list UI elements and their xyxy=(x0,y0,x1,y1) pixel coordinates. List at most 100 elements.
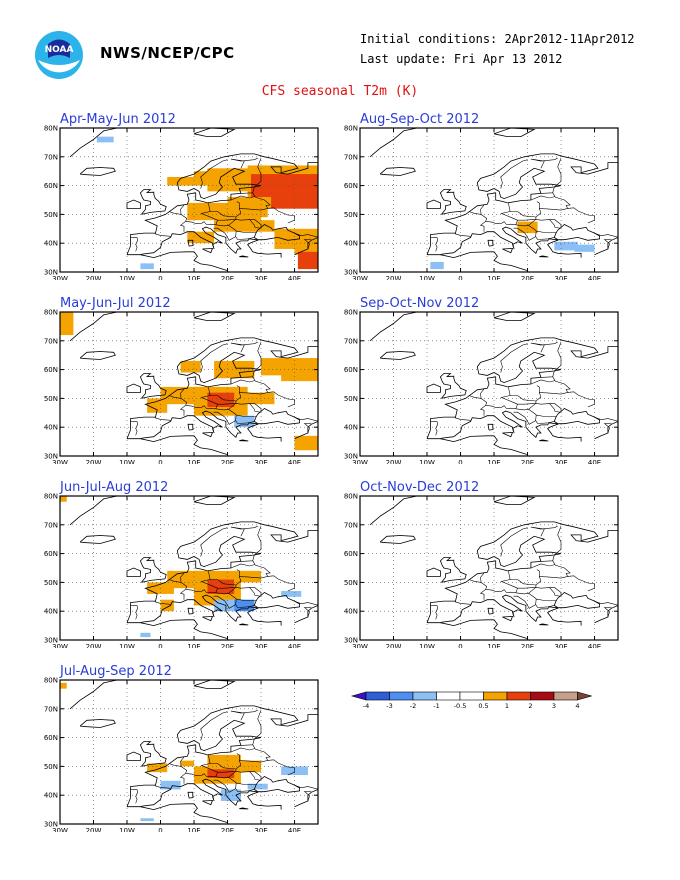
map-frame xyxy=(59,311,319,457)
country-border xyxy=(515,402,561,413)
colorbar-label: -0.5 xyxy=(454,702,467,710)
country-border xyxy=(239,738,271,763)
map-frame xyxy=(359,127,619,273)
country-border xyxy=(179,582,188,600)
panel-sep-oct-nov: Sep-Oct-Nov 2012 30W 20W 10W 0 10E 20E 30E 40E 80… xyxy=(330,294,630,467)
coastline xyxy=(440,619,528,639)
country-border xyxy=(239,370,271,395)
colorbar-legend: -4 -3 -2 -1 -0.5 0.5 1 2 3 4 xyxy=(350,691,593,710)
lon-tick-label: 0 xyxy=(158,643,162,648)
lon-tick-label: 30W xyxy=(52,275,68,280)
colorbar-label: 3 xyxy=(552,702,556,710)
country-border xyxy=(430,237,439,252)
lon-tick-label: 10E xyxy=(487,459,500,464)
colorbar-label: 2 xyxy=(528,702,532,710)
country-border xyxy=(200,711,228,741)
country-border xyxy=(230,195,256,201)
coastline xyxy=(139,741,167,767)
coastline xyxy=(369,128,418,158)
anomaly-cell xyxy=(207,754,241,767)
lon-tick-label: 20W xyxy=(86,459,102,464)
anomaly-cell xyxy=(430,261,444,270)
country-border xyxy=(200,343,228,373)
colorbar-arrow-right xyxy=(577,691,593,701)
country-border xyxy=(530,157,558,169)
coastline xyxy=(502,615,514,622)
country-border xyxy=(517,585,537,589)
coastline xyxy=(193,312,236,321)
coastline xyxy=(294,236,318,256)
country-border xyxy=(217,585,237,589)
coastline xyxy=(126,705,318,807)
panel-title: Jun-Jul-Aug 2012 xyxy=(59,480,168,495)
lon-tick-label: 0 xyxy=(158,275,162,280)
coastline xyxy=(426,521,618,623)
panel-oct-nov-dec: Oct-Nov-Dec 2012 30W 20W 10W 0 10E 20E 30E 40E 80… xyxy=(330,478,630,651)
country-border xyxy=(547,421,558,424)
lon-tick-label: 20E xyxy=(221,827,234,832)
lon-tick-label: 40E xyxy=(588,459,601,464)
country-border xyxy=(217,401,237,405)
map-svg: Apr-May-Jun 2012 30W 20W 10W 0 10E 20E 30E 40E 80… xyxy=(44,112,319,283)
colorbar-label: -1 xyxy=(433,702,439,710)
lon-tick-label: 20E xyxy=(221,459,234,464)
coastline xyxy=(139,557,167,583)
lat-tick-label: 40N xyxy=(44,424,58,432)
map-svg: Aug-Sep-Oct 2012 30W 20W 10W 0 10E 20E 30E 40E 80… xyxy=(344,112,619,283)
coastline xyxy=(139,373,167,399)
lat-tick-label: 60N xyxy=(44,182,58,190)
country-border xyxy=(215,770,261,781)
coastline xyxy=(594,604,618,624)
panel-aug-sep-oct: Aug-Sep-Oct 2012 30W 20W 10W 0 10E 20E 30E 40E 80… xyxy=(330,110,630,283)
panel-title: May-Jun-Jul 2012 xyxy=(60,296,171,311)
coastline xyxy=(187,607,194,615)
lon-tick-label: 10W xyxy=(119,643,135,648)
lat-tick-label: 80N xyxy=(344,493,358,501)
lon-tick-label: 30W xyxy=(352,643,368,648)
lon-tick-label: 10W xyxy=(119,827,135,832)
country-border xyxy=(535,236,548,240)
country-border xyxy=(247,237,258,240)
country-border xyxy=(594,232,618,238)
country-border xyxy=(210,201,242,218)
lon-tick-label: 40E xyxy=(288,827,301,832)
anomaly-cell xyxy=(281,591,302,597)
coastline xyxy=(553,224,600,241)
country-border xyxy=(517,401,537,405)
coastline xyxy=(202,615,214,622)
lon-tick-label: 20W xyxy=(86,643,102,648)
lon-tick-label: 10E xyxy=(187,459,200,464)
lon-tick-label: 10E xyxy=(187,275,200,280)
anomaly-cell xyxy=(214,599,248,612)
anomaly-cell xyxy=(554,241,578,251)
coastline xyxy=(187,239,194,247)
colorbar-swatch xyxy=(459,691,484,701)
lat-tick-label: 50N xyxy=(44,763,58,771)
lat-tick-label: 70N xyxy=(44,705,58,713)
lon-tick-label: 0 xyxy=(158,459,162,464)
map-frame xyxy=(59,679,319,825)
coastline xyxy=(79,719,116,728)
lon-tick-label: 10W xyxy=(119,459,135,464)
anomaly-cell xyxy=(140,818,154,822)
country-border xyxy=(154,233,171,237)
country-border xyxy=(530,195,556,201)
lat-tick-label: 60N xyxy=(44,734,58,742)
lat-tick-label: 80N xyxy=(344,309,358,317)
country-border xyxy=(230,379,256,385)
country-border xyxy=(230,157,258,169)
country-border xyxy=(513,227,537,241)
country-border xyxy=(567,575,595,592)
country-border xyxy=(267,759,295,776)
anomaly-cell xyxy=(194,171,215,180)
colorbar-swatch xyxy=(530,691,555,701)
lon-tick-label: 30E xyxy=(554,275,567,280)
lat-tick-label: 70N xyxy=(344,337,358,345)
lon-tick-label: 20E xyxy=(221,275,234,280)
lat-tick-label: 40N xyxy=(344,240,358,248)
coastline xyxy=(239,623,249,626)
anomaly-cell xyxy=(167,176,208,186)
coastline xyxy=(294,788,318,808)
anomaly-cell xyxy=(140,263,154,270)
main-title: CFS seasonal T2m (K) xyxy=(261,84,419,99)
